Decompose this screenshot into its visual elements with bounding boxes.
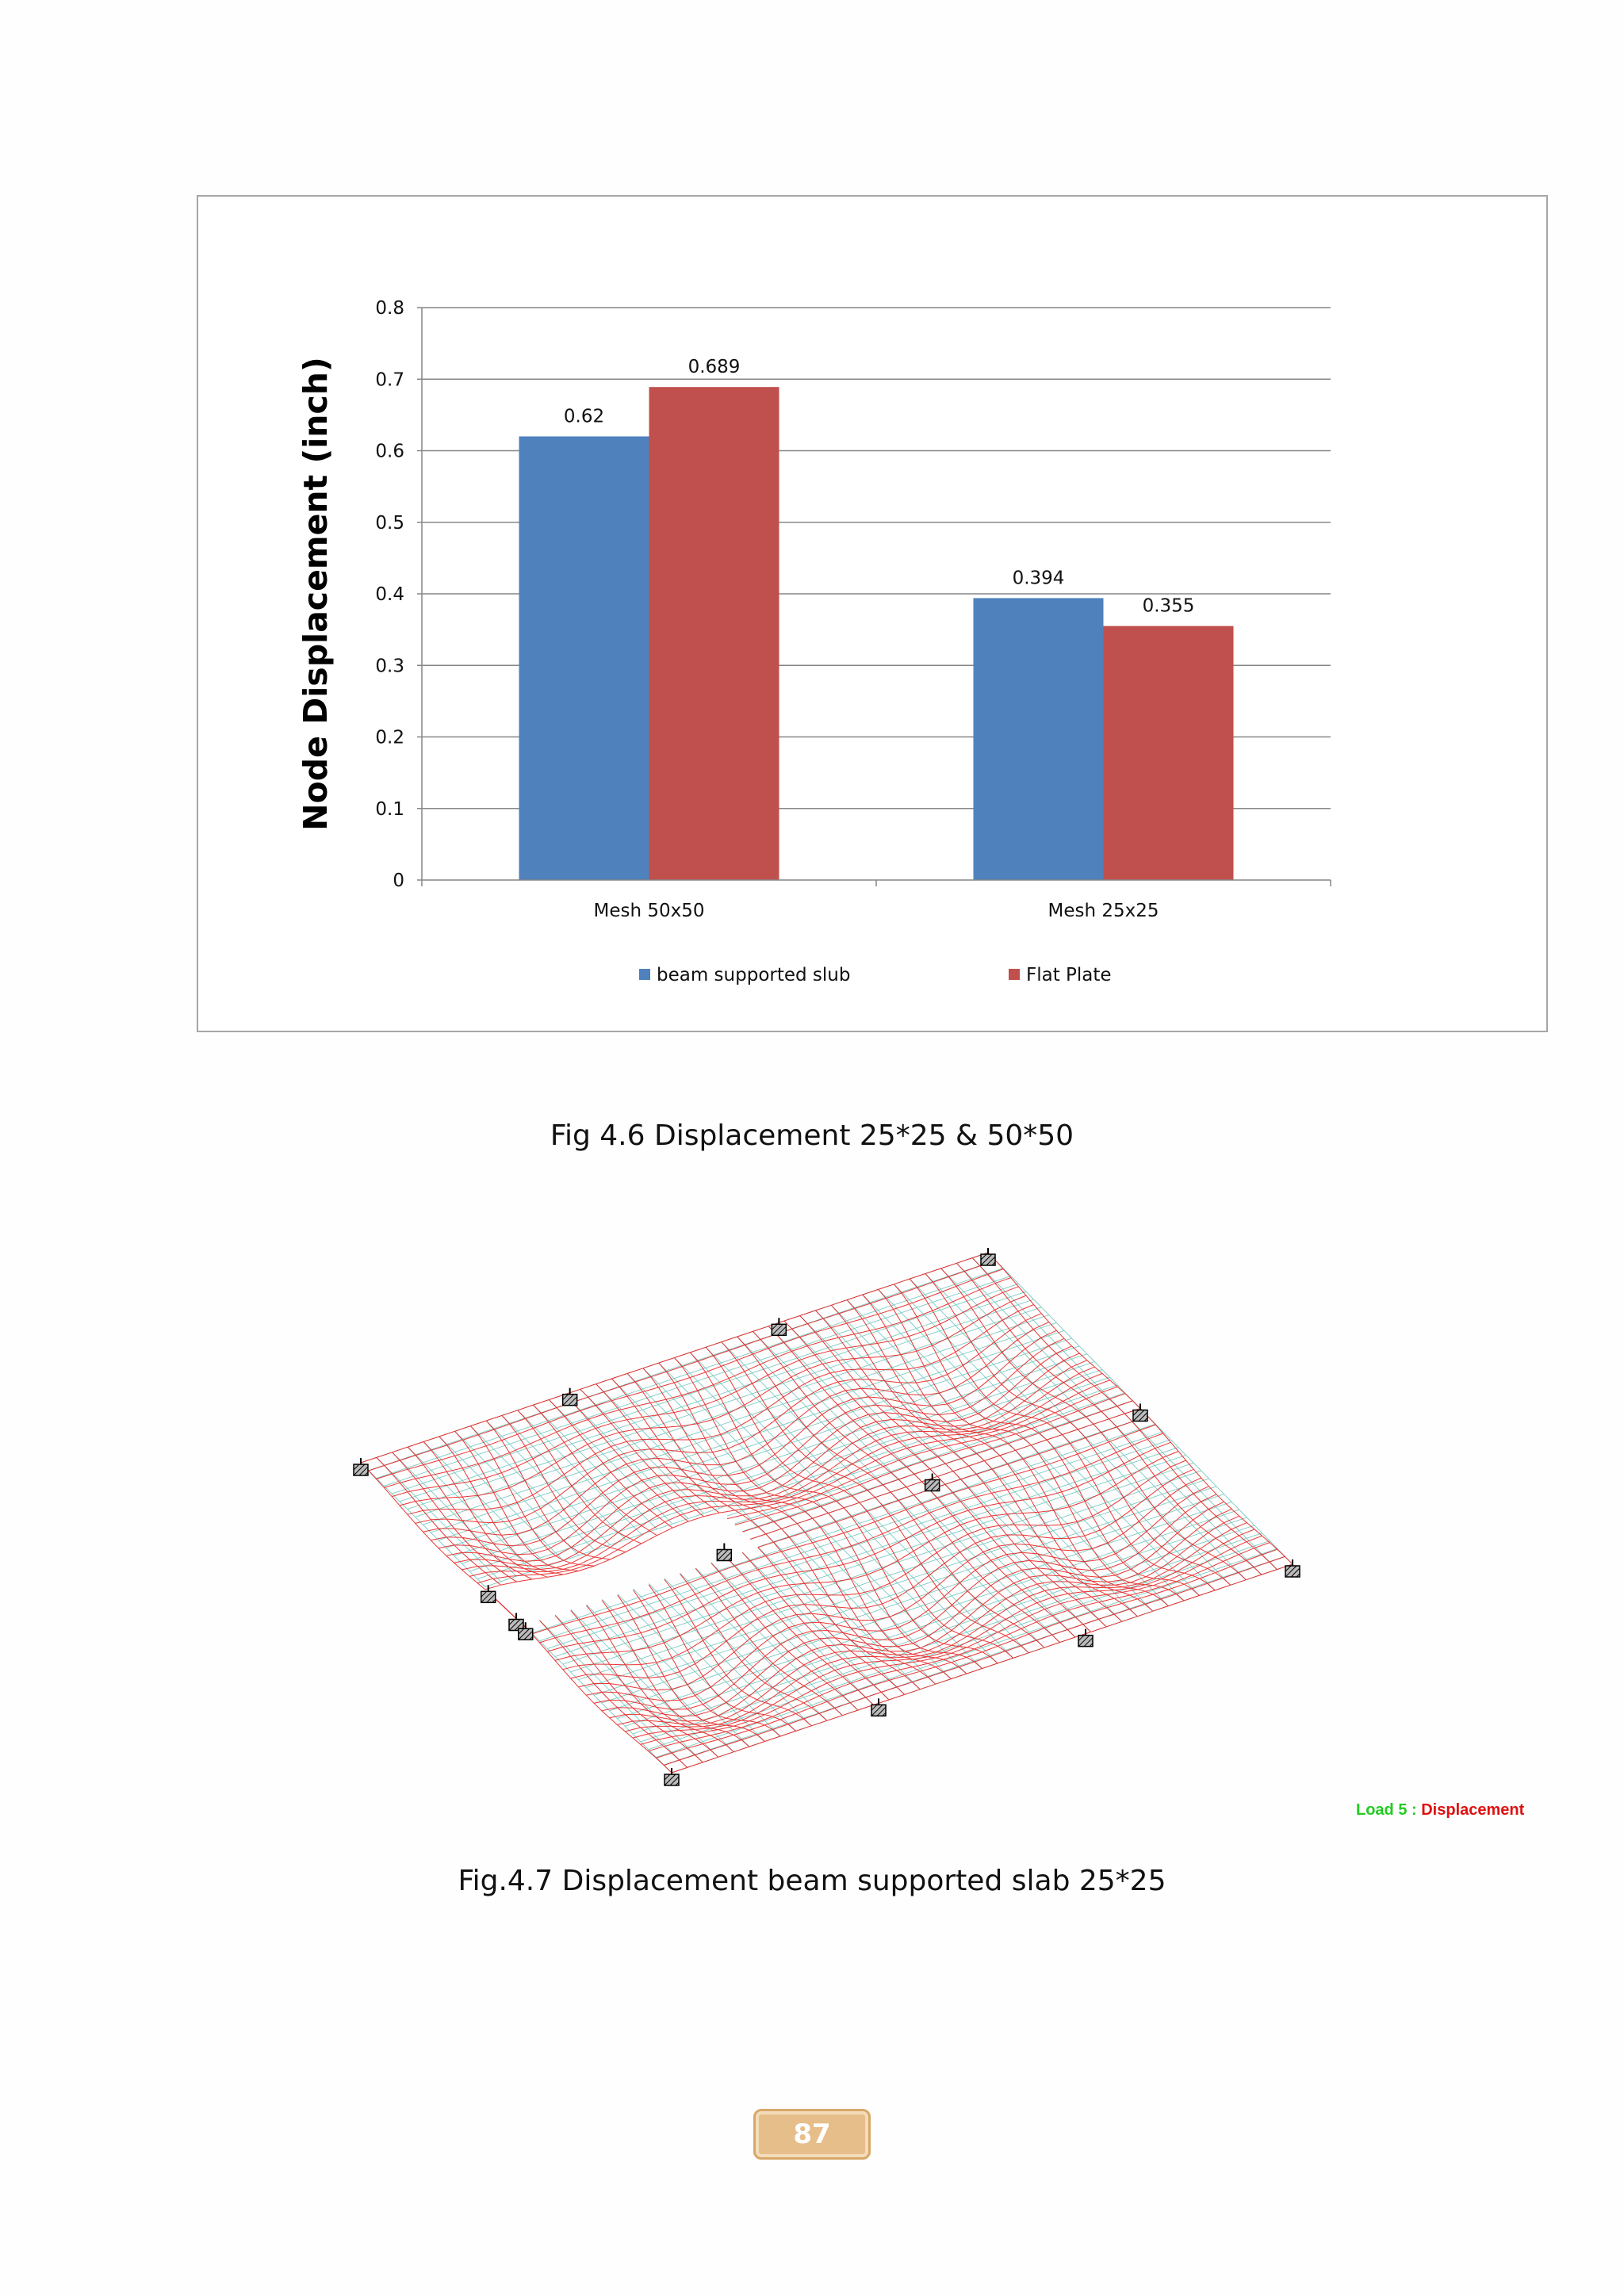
y-axis-title: Node Displacement (inch) <box>297 357 335 830</box>
x-tick-label: Mesh 50x50 <box>593 901 704 921</box>
support-icon <box>561 1387 578 1406</box>
support-icon <box>1132 1403 1148 1422</box>
y-tick-label: 0.6 <box>375 442 404 462</box>
bar-chart: 0 0.1 0.2 0.3 0.4 0.5 0.6 0.7 0.8 0.62 0.689 Mesh 5… <box>297 298 1331 985</box>
support-icon <box>771 1318 787 1337</box>
data-label: 0.689 <box>688 357 741 377</box>
support-icon <box>980 1248 996 1266</box>
y-tick-label: 0.4 <box>375 584 404 605</box>
data-label: 0.394 <box>1013 568 1065 588</box>
support-icon <box>353 1458 369 1476</box>
undeformed-mesh <box>360 1252 1293 1774</box>
deformed-mesh <box>360 1252 1293 1774</box>
y-tick-label: 0.5 <box>375 513 404 534</box>
load-case-type: Displacement <box>1421 1801 1525 1819</box>
y-tick-label: 0.3 <box>375 656 404 676</box>
chart-frame: 0 0.1 0.2 0.3 0.4 0.5 0.6 0.7 0.8 0.62 0.689 Mesh 5… <box>197 195 1548 1032</box>
page-number-badge: 87 <box>753 2109 871 2160</box>
support-icon <box>518 1622 534 1640</box>
legend-label: beam supported slub <box>657 965 850 985</box>
support-icon <box>871 1698 887 1717</box>
support-icon <box>1285 1559 1300 1578</box>
support-icon <box>508 1613 524 1632</box>
y-tick-label: 0.2 <box>375 728 404 748</box>
bar <box>649 387 779 880</box>
page-number: 87 <box>793 2118 831 2150</box>
support-icon <box>716 1543 733 1562</box>
y-tick-label: 0.1 <box>375 799 404 820</box>
legend-swatch <box>1009 969 1020 980</box>
mesh-displacement-figure <box>341 1229 1324 1800</box>
support-icon <box>1078 1628 1094 1647</box>
y-tick-label: 0.7 <box>375 369 404 390</box>
data-label: 0.62 <box>564 406 604 427</box>
support-icon <box>664 1768 680 1786</box>
figure-caption-4-6: Fig 4.6 Displacement 25*25 & 50*50 <box>550 1119 1074 1152</box>
figure-caption-4-7: Fig.4.7 Displacement beam supported slab… <box>458 1865 1166 1897</box>
legend-swatch <box>639 969 650 980</box>
load-case-label: Load 5 : Displacement <box>1356 1801 1524 1820</box>
load-case-prefix: Load 5 : <box>1356 1801 1422 1819</box>
data-label: 0.355 <box>1143 596 1195 617</box>
legend-label: Flat Plate <box>1026 965 1112 985</box>
bar <box>973 598 1104 880</box>
y-tick-label: 0.8 <box>375 298 404 319</box>
support-icon <box>480 1585 496 1604</box>
bar <box>519 436 649 880</box>
y-tick-label: 0 <box>393 871 404 891</box>
x-tick-label: Mesh 25x25 <box>1048 901 1159 921</box>
bar <box>1103 626 1234 880</box>
support-icon <box>924 1473 940 1492</box>
